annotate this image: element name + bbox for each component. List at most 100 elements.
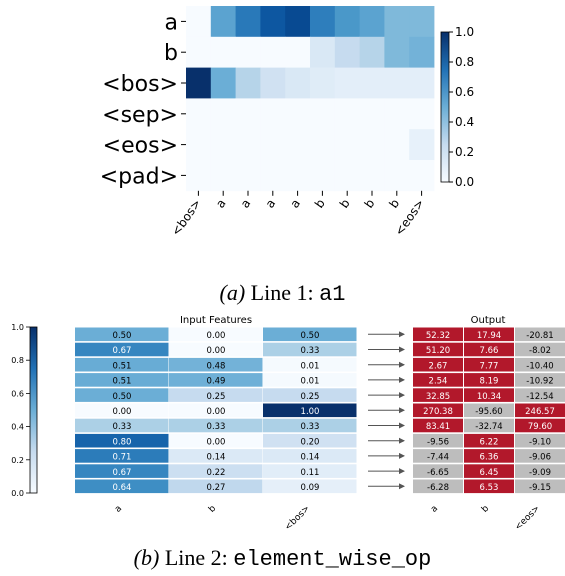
input-value: 0.00 bbox=[207, 407, 226, 417]
heatmap-cell bbox=[384, 36, 410, 68]
heatmap-cell bbox=[359, 98, 385, 130]
output-col-label: <eos> bbox=[513, 504, 542, 533]
input-value: 0.00 bbox=[207, 346, 226, 356]
output-cell bbox=[515, 449, 565, 463]
output-col-label: a bbox=[429, 504, 440, 515]
heatmap-cell bbox=[235, 36, 261, 68]
heatmap-cell bbox=[235, 98, 261, 130]
heatmap-cell bbox=[285, 6, 311, 38]
output-cell bbox=[515, 418, 565, 433]
heatmap-cell bbox=[384, 129, 410, 161]
input-value: 0.14 bbox=[207, 453, 226, 463]
output-value: 6.22 bbox=[480, 437, 499, 447]
heatmap-cell bbox=[334, 67, 360, 99]
input-cell bbox=[169, 464, 263, 478]
output-value: 2.54 bbox=[429, 377, 448, 387]
caption-a-code: a1 bbox=[319, 282, 346, 307]
output-value: -20.81 bbox=[526, 331, 553, 341]
input-cell bbox=[75, 357, 169, 372]
input-cell bbox=[75, 464, 169, 478]
input-cell bbox=[169, 479, 263, 494]
heatmap-cell bbox=[285, 67, 311, 99]
output-cell bbox=[413, 327, 463, 342]
output-cell bbox=[515, 327, 565, 342]
heatmap-cell bbox=[310, 98, 336, 130]
input-cell bbox=[75, 388, 169, 402]
heatmap-cell bbox=[359, 36, 385, 68]
output-cell bbox=[413, 373, 463, 387]
output-value: -10.40 bbox=[526, 361, 553, 371]
input-cell bbox=[169, 327, 263, 342]
output-cell bbox=[464, 464, 514, 478]
heatmap-cell bbox=[210, 129, 236, 161]
heatmap-cell bbox=[235, 67, 261, 99]
input-cell bbox=[169, 373, 263, 387]
heatmap-cell bbox=[310, 129, 336, 161]
output-value: -8.02 bbox=[529, 346, 551, 356]
input-cell bbox=[75, 327, 169, 342]
heatmap-cell bbox=[310, 67, 336, 99]
output-value: -32.74 bbox=[475, 422, 502, 432]
input-value: 0.01 bbox=[301, 361, 320, 371]
input-value: 0.33 bbox=[207, 422, 226, 432]
heatmap-cell bbox=[285, 129, 311, 161]
heatmap-cell bbox=[210, 67, 236, 99]
input-cell bbox=[263, 433, 357, 448]
input-value: 0.64 bbox=[113, 483, 132, 493]
input-cell bbox=[75, 433, 169, 448]
input-value: 0.11 bbox=[301, 468, 320, 478]
output-value: 32.85 bbox=[426, 392, 450, 402]
output-cell bbox=[413, 479, 463, 494]
input-value: 0.20 bbox=[301, 437, 320, 447]
output-cell bbox=[464, 357, 514, 372]
input-value: 0.50 bbox=[113, 331, 132, 341]
heatmap-cell bbox=[285, 36, 311, 68]
heatmap-cell bbox=[334, 129, 360, 161]
heatmap-cell bbox=[384, 160, 410, 192]
heatmap-cell bbox=[384, 98, 410, 130]
output-value: 17.94 bbox=[477, 331, 501, 341]
output-cell bbox=[413, 464, 463, 478]
heatmap-cell bbox=[186, 160, 212, 192]
output-cell bbox=[515, 342, 565, 357]
output-value: -6.28 bbox=[427, 483, 449, 493]
input-cell bbox=[263, 342, 357, 357]
colorbar-tick-label: 0.0 bbox=[455, 175, 474, 189]
heatmap-cell bbox=[359, 160, 385, 192]
heatmap-cell bbox=[310, 160, 336, 192]
input-value: 0.22 bbox=[207, 468, 226, 478]
heatmap-cell bbox=[186, 67, 212, 99]
colorbar-tick-label: 0.8 bbox=[455, 55, 474, 69]
heatmap-cell bbox=[285, 160, 311, 192]
heatmap-cell bbox=[260, 36, 286, 68]
input-cell bbox=[169, 433, 263, 448]
output-value: -9.56 bbox=[427, 437, 449, 447]
output-cell bbox=[515, 464, 565, 478]
output-cell bbox=[464, 403, 514, 418]
caption-b-code: element_wise_op bbox=[233, 547, 432, 572]
output-value: 7.66 bbox=[480, 346, 499, 356]
input-cell bbox=[263, 327, 357, 342]
heatmap-cell bbox=[210, 36, 236, 68]
output-value: 270.38 bbox=[423, 407, 453, 417]
output-cell bbox=[413, 449, 463, 463]
output-cell bbox=[464, 373, 514, 387]
output-value: -10.92 bbox=[526, 377, 553, 387]
output-value: 10.34 bbox=[477, 392, 501, 402]
output-cell bbox=[413, 357, 463, 372]
input-value: 0.09 bbox=[301, 483, 320, 493]
input-col-label: <bos> bbox=[283, 504, 312, 533]
input-value: 0.50 bbox=[113, 392, 132, 402]
input-cell bbox=[169, 403, 263, 418]
input-cell bbox=[169, 449, 263, 463]
input-value: 0.51 bbox=[113, 361, 132, 371]
heatmap-cell bbox=[260, 129, 286, 161]
row-label: <bos> bbox=[102, 72, 178, 97]
output-cell bbox=[515, 388, 565, 402]
heatmap-cell bbox=[409, 129, 435, 161]
input-value: 0.67 bbox=[113, 346, 132, 356]
heatmap-cell bbox=[409, 160, 435, 192]
output-value: 2.67 bbox=[429, 361, 448, 371]
colorbar-tick-label: 0.4 bbox=[11, 423, 24, 432]
heatmap-cell bbox=[334, 98, 360, 130]
